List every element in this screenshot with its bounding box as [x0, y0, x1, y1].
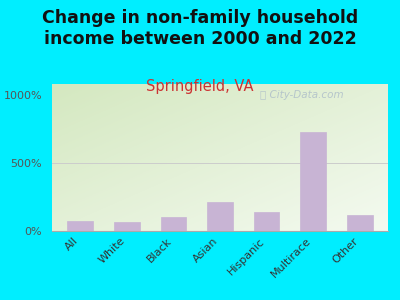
- Bar: [300, 132, 326, 231]
- Bar: [254, 212, 280, 231]
- Text: Change in non-family household
income between 2000 and 2022: Change in non-family household income be…: [42, 9, 358, 48]
- Text: Springfield, VA: Springfield, VA: [146, 80, 254, 94]
- Text: Ⓢ City-Data.com: Ⓢ City-Data.com: [260, 90, 344, 100]
- Bar: [160, 218, 186, 231]
- Bar: [207, 202, 233, 231]
- Bar: [347, 215, 373, 231]
- Bar: [67, 221, 93, 231]
- Bar: [114, 222, 140, 231]
